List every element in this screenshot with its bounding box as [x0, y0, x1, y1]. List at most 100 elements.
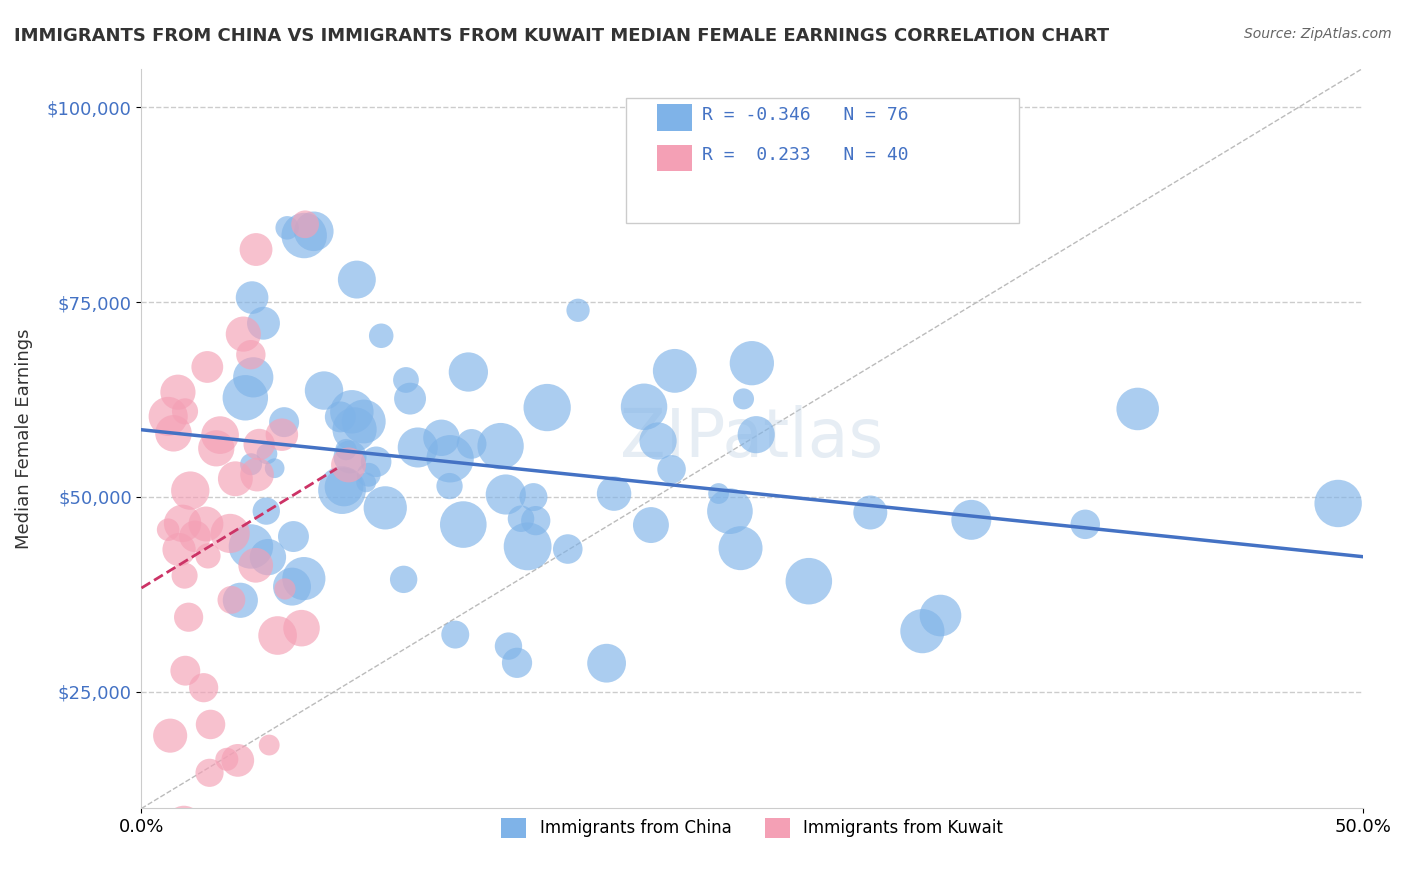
- Point: [929, 608, 952, 623]
- Point: [353, 415, 375, 429]
- Point: [640, 518, 662, 533]
- Text: ZIPatlas: ZIPatlas: [620, 406, 883, 472]
- Point: [395, 373, 418, 387]
- Point: [339, 450, 361, 464]
- Point: [516, 540, 538, 554]
- Point: [745, 427, 768, 442]
- Point: [273, 415, 295, 429]
- Point: [270, 427, 292, 442]
- Point: [460, 437, 482, 451]
- Point: [707, 486, 730, 500]
- Point: [399, 392, 422, 406]
- Point: [257, 738, 280, 752]
- Point: [219, 526, 242, 541]
- Point: [567, 303, 589, 318]
- Point: [172, 516, 194, 531]
- Point: [330, 483, 353, 497]
- Point: [357, 467, 380, 482]
- Point: [911, 624, 934, 639]
- Point: [430, 431, 453, 445]
- Point: [733, 392, 755, 406]
- Point: [174, 664, 197, 678]
- Point: [266, 628, 288, 642]
- Point: [495, 487, 517, 501]
- Point: [510, 512, 533, 526]
- Text: R = -0.346   N = 76: R = -0.346 N = 76: [702, 106, 908, 124]
- Point: [239, 540, 262, 554]
- Point: [1126, 401, 1149, 416]
- Point: [292, 572, 315, 586]
- Point: [177, 610, 200, 624]
- Point: [174, 404, 197, 418]
- Point: [292, 228, 315, 243]
- Point: [224, 472, 246, 486]
- Point: [524, 514, 547, 528]
- Point: [162, 426, 184, 441]
- Point: [240, 457, 263, 471]
- Point: [245, 558, 267, 573]
- Text: R =  0.233   N = 40: R = 0.233 N = 40: [702, 146, 908, 164]
- Point: [329, 409, 352, 424]
- Point: [193, 681, 215, 695]
- Point: [256, 447, 278, 461]
- Point: [290, 621, 312, 635]
- Point: [406, 441, 429, 455]
- Point: [195, 359, 218, 374]
- Point: [340, 405, 363, 419]
- Point: [536, 401, 558, 415]
- Point: [242, 370, 264, 384]
- Point: [229, 593, 252, 607]
- Point: [333, 480, 356, 494]
- Point: [557, 542, 579, 557]
- Point: [730, 541, 752, 556]
- Point: [718, 504, 741, 518]
- Point: [157, 523, 180, 537]
- Point: [498, 639, 520, 653]
- Point: [167, 542, 190, 557]
- Point: [205, 442, 228, 456]
- Point: [184, 529, 207, 543]
- Point: [661, 462, 683, 476]
- Point: [312, 384, 335, 398]
- Point: [252, 316, 274, 330]
- Point: [1074, 517, 1097, 532]
- Point: [167, 385, 190, 400]
- Point: [173, 817, 195, 831]
- Point: [173, 568, 195, 582]
- Point: [453, 517, 475, 532]
- Point: [664, 364, 686, 378]
- Point: [276, 220, 298, 235]
- Point: [240, 291, 263, 305]
- Point: [221, 592, 243, 607]
- Point: [392, 573, 415, 587]
- Point: [1327, 496, 1350, 510]
- Point: [741, 356, 763, 370]
- Point: [302, 224, 325, 238]
- Point: [960, 513, 983, 527]
- Point: [198, 765, 221, 780]
- Point: [200, 717, 222, 731]
- Point: [257, 550, 280, 565]
- Point: [354, 475, 377, 490]
- Point: [370, 328, 392, 343]
- Point: [157, 409, 180, 424]
- Text: IMMIGRANTS FROM CHINA VS IMMIGRANTS FROM KUWAIT MEDIAN FEMALE EARNINGS CORRELATI: IMMIGRANTS FROM CHINA VS IMMIGRANTS FROM…: [14, 27, 1109, 45]
- Point: [159, 729, 181, 743]
- Point: [209, 428, 232, 442]
- Point: [254, 504, 277, 518]
- Legend: Immigrants from China, Immigrants from Kuwait: Immigrants from China, Immigrants from K…: [495, 811, 1010, 845]
- Point: [274, 582, 297, 596]
- Point: [335, 442, 357, 457]
- Point: [179, 483, 201, 498]
- Point: [633, 400, 655, 414]
- Point: [506, 656, 529, 670]
- Point: [233, 391, 256, 405]
- Point: [215, 752, 238, 766]
- Point: [247, 437, 270, 451]
- Point: [226, 753, 249, 767]
- Point: [522, 490, 544, 504]
- Point: [374, 500, 396, 515]
- Point: [346, 272, 368, 286]
- Point: [797, 574, 820, 589]
- Point: [489, 439, 512, 453]
